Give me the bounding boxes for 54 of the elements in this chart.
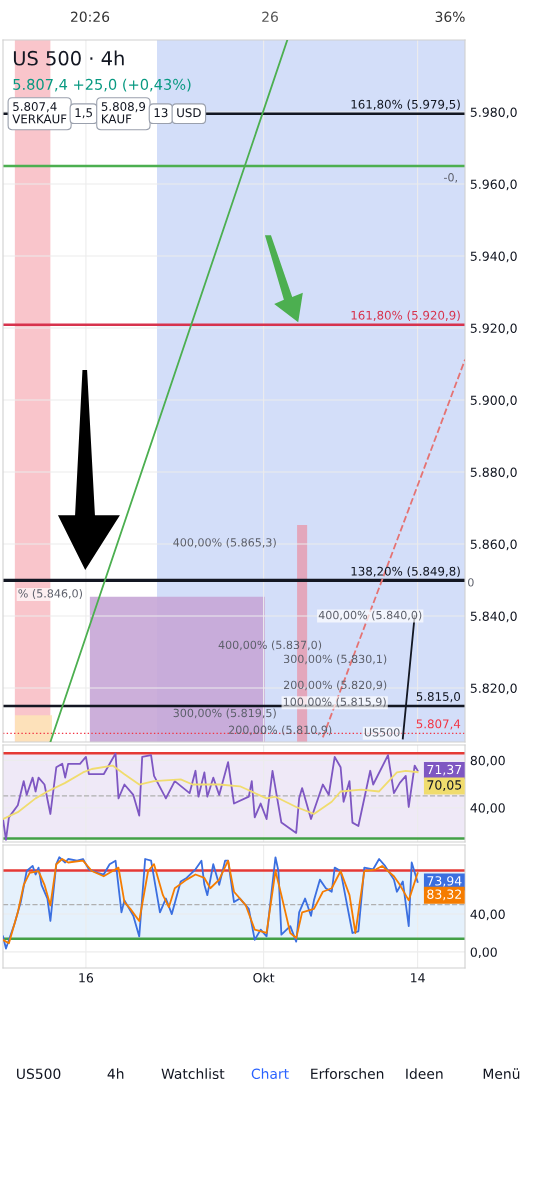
annotation: 100,00% (5.815,9) [283,697,386,708]
y-tick-label: 40,00 [470,909,505,921]
y-tick-label: 0,00 [470,947,497,959]
annotation: US500 [364,728,400,737]
chart-title: US 500 · 4h [13,50,124,66]
text: 20:26 [71,11,110,23]
annotation: 5.807,4 VERKAUF [12,102,67,124]
annotation: 300,00% (5.830,1) [284,654,387,665]
data-label: 71,37 [427,764,462,776]
x-tick-label: 16 [79,973,94,983]
y-tick-label: 5.960,0 [470,179,517,191]
y-tick-label: 5.920,0 [470,323,517,335]
text: Chart [251,1068,289,1080]
annotation: 400,00% (5.837,0) [218,640,322,651]
y-tick-label: 5.860,0 [470,539,517,551]
data-label: 70,05 [427,780,462,791]
ref-line-label: 161,80% (5.979,5) [351,99,460,111]
y-tick-label: 5.820,0 [470,683,517,695]
y-tick-label: 5.840,0 [470,611,517,623]
text: 5.807,4 +25,0 (+0,43%) [13,78,191,92]
annotation: 200,00% (5.820,9) [283,680,387,691]
annotation: 5.808,9 KAUF [101,102,146,124]
y-tick-label: 40,00 [470,803,505,814]
annotation: 13 [154,108,168,118]
data-label: 73,94 [427,876,462,887]
text: Menü [483,1068,520,1080]
y-tick-label: 5.980,0 [470,107,517,119]
x-tick-label: 14 [411,973,425,983]
y-tick-label: 5.880,0 [470,467,517,479]
annotation: -0, [444,173,457,183]
text: 26 [262,11,278,23]
text: 0 [468,578,474,587]
text: 4h [107,1068,124,1079]
ref-line-label: 161,80% (5.920,9) [351,310,460,322]
annotation: % (5.846,0) [18,589,83,599]
y-tick-label: 5.940,0 [470,251,517,263]
annotation: 400,00% (5.840,0) [318,610,422,621]
text: Ideen [406,1068,443,1080]
data-label: 83,32 [427,889,461,901]
y-tick-label: 5.900,0 [470,395,517,407]
x-tick-label: Okt [253,972,275,983]
annotation: 200,00% (5.810,9) [228,725,332,736]
ref-line-label: 5.815,0 [416,692,461,703]
text: 36% [435,11,465,23]
ref-line-label: 138,20% (5.849,8) [351,566,460,578]
annotation: USD [177,108,201,118]
annotation: 300,00% (5.819,5) [173,708,276,719]
ref-line-label: 5.807,4 [416,719,461,730]
annotation: 400,00% (5.865,3) [173,537,276,548]
annotation: 1,5 [75,108,92,119]
y-tick-label: 80,00 [470,755,505,767]
text: Erforschen [311,1068,384,1080]
text: US500 [17,1068,61,1080]
text: Watchlist [161,1068,225,1080]
